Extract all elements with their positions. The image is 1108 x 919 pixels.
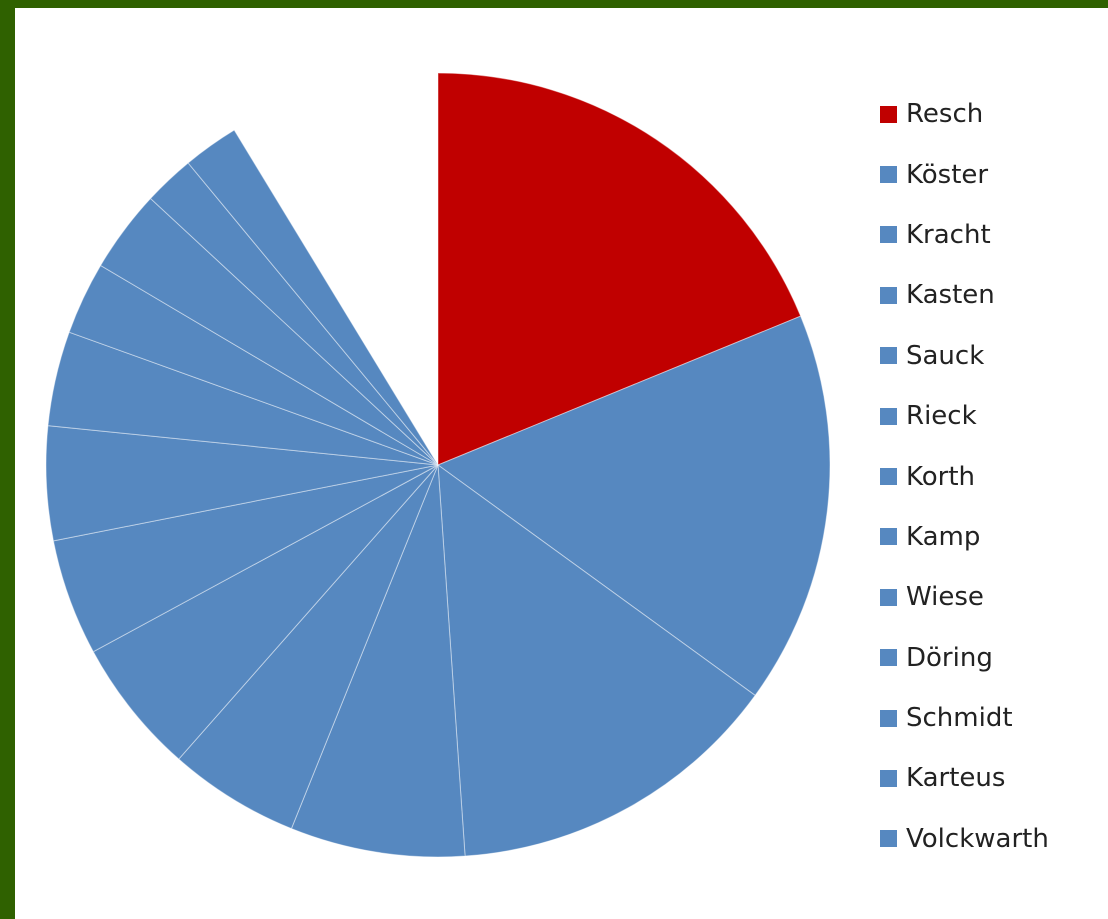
legend-label: Resch [906, 99, 984, 130]
pie-slice-kracht [437, 463, 756, 857]
legend-swatch [880, 588, 897, 606]
pie-slice-döring [68, 264, 439, 466]
legend-swatch [880, 286, 897, 304]
legend-item: Sauck [880, 326, 1049, 386]
legend-label: Kasten [906, 280, 995, 311]
legend-label: Volckwarth [906, 823, 1049, 854]
pie-slice-korth [52, 464, 439, 653]
legend-label: Wiese [906, 582, 984, 613]
pie-slice-volckwarth [187, 129, 439, 466]
legend-swatch [880, 649, 897, 667]
pie-slice-kasten [290, 464, 466, 858]
pie-slice-kamp [45, 425, 439, 542]
legend-swatch [880, 769, 897, 787]
legend-item: Rieck [880, 386, 1049, 446]
legend-label: Kamp [906, 521, 981, 552]
legend-item: Korth [880, 446, 1049, 506]
pie-slice-schmidt [99, 197, 439, 466]
legend-swatch [880, 468, 897, 486]
pie-chart [45, 72, 831, 858]
legend-item: Köster [880, 144, 1049, 204]
chart-panel: Resch Köster Kracht Kasten Sauck Rieck K… [15, 8, 1108, 919]
legend-swatch [880, 347, 897, 365]
legend-item: Kracht [880, 205, 1049, 265]
legend-label: Kracht [906, 219, 991, 250]
legend-item: Kasten [880, 265, 1049, 325]
pie-slice-resch [437, 72, 802, 466]
legend-label: Korth [906, 461, 976, 492]
legend-label: Karteus [906, 763, 1006, 794]
legend-label: Köster [906, 159, 989, 190]
legend-swatch [880, 709, 897, 727]
legend-item: Schmidt [880, 688, 1049, 748]
legend-item: Döring [880, 628, 1049, 688]
pie-slice-rieck [92, 464, 439, 760]
legend-swatch [880, 226, 897, 244]
legend-swatch [880, 166, 897, 184]
legend-label: Rieck [906, 401, 977, 432]
legend-label: Sauck [906, 340, 985, 371]
legend-item: Volckwarth [880, 809, 1049, 869]
pie-slice-karteus [149, 162, 439, 466]
legend-swatch [880, 830, 897, 848]
legend-item: Resch [880, 84, 1049, 144]
legend-swatch [880, 528, 897, 546]
legend: Resch Köster Kracht Kasten Sauck Rieck K… [880, 84, 1049, 869]
legend-label: Döring [906, 642, 993, 673]
legend-swatch [880, 407, 897, 425]
pie-slice-köster [436, 315, 831, 697]
legend-item: Wiese [880, 567, 1049, 627]
legend-label: Schmidt [906, 703, 1013, 734]
legend-swatch [880, 105, 897, 123]
pie-slice-wiese [47, 331, 439, 466]
pie-slice-sauck [178, 464, 439, 830]
legend-item: Kamp [880, 507, 1049, 567]
legend-item: Karteus [880, 748, 1049, 808]
